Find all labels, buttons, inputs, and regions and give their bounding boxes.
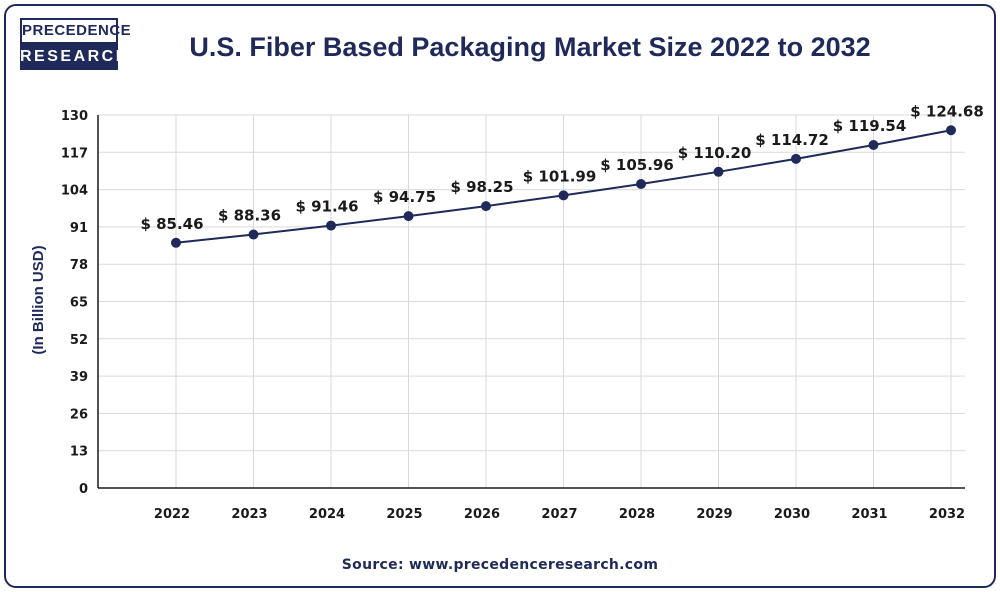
precedence-research-logo: PRECEDENCE RESEARCH [20,18,131,70]
data-point [481,201,491,212]
x-tick-label: 2029 [696,507,732,522]
source-text: Source: www.precedenceresearch.com [341,557,659,573]
data-point [946,125,956,136]
data-point [171,237,181,248]
data-point [248,229,259,240]
data-label: $ 98.25 [450,178,513,196]
y-tick-label: 13 [70,445,88,460]
x-tick-label: 2025 [386,507,422,522]
data-label: $ 110.20 [678,144,752,162]
x-tick-label: 2027 [541,507,577,522]
y-tick-label: 91 [70,221,88,236]
data-point [403,211,414,222]
data-label: $ 88.36 [218,206,281,224]
x-tick-label: 2030 [774,507,810,522]
x-tick-label: 2032 [929,507,965,522]
data-label: $ 124.68 [910,102,984,120]
x-tick-label: 2024 [309,507,345,522]
chart-title: U.S. Fiber Based Packaging Market Size 2… [189,32,871,62]
y-tick-label: 52 [70,333,88,348]
data-label: $ 119.54 [833,117,907,135]
x-tick-label: 2022 [154,507,190,522]
data-point [791,153,801,164]
y-tick-label: 39 [70,370,88,385]
y-tick-label: 104 [61,184,88,199]
y-tick-label: 0 [79,482,88,497]
data-label: $ 85.46 [140,215,203,233]
data-point [868,140,879,151]
y-tick-label: 65 [70,296,88,311]
y-tick-label: 130 [61,109,88,124]
data-label: $ 114.72 [755,131,829,149]
data-label: $ 101.99 [523,167,597,185]
data-label: $ 105.96 [600,156,674,174]
x-tick-label: 2031 [851,507,887,522]
data-point [636,178,646,189]
data-point [713,166,724,177]
y-tick-label: 117 [61,146,88,161]
x-tick-label: 2028 [619,507,655,522]
y-tick-label: 78 [70,258,88,273]
data-label: $ 94.75 [373,188,436,206]
data-point [326,220,336,231]
y-tick-label: 26 [70,407,88,422]
data-point [558,190,569,201]
logo-line2: RESEARCH [20,44,127,70]
x-tick-label: 2023 [231,507,267,522]
x-tick-label: 2026 [464,507,500,522]
data-label: $ 91.46 [295,198,358,216]
logo-line1: PRECEDENCE [20,18,131,44]
chart-frame [4,4,996,588]
